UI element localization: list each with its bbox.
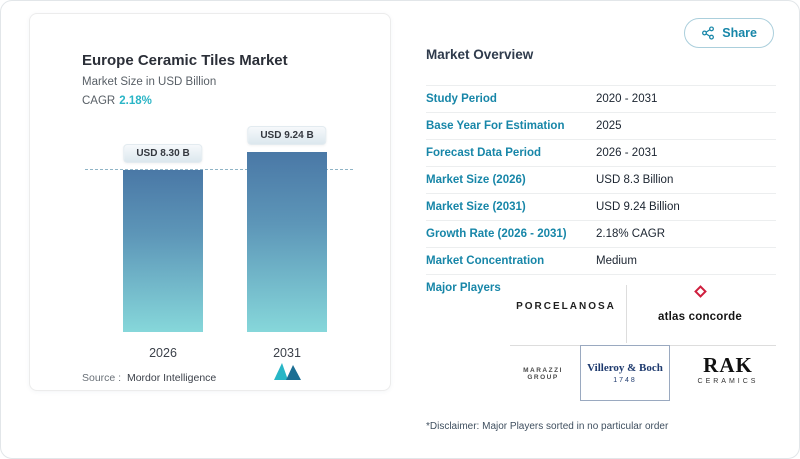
cagr-value: 2.18%	[119, 95, 152, 107]
bar-chart-plot: USD 8.30 B 2026 USD 9.24 B 2031	[75, 114, 365, 360]
rak-sub-name: CERAMICS	[697, 378, 759, 385]
rak-name: RAK	[703, 353, 753, 377]
row-label: Market Size (2026)	[426, 174, 526, 186]
source-label: Source :	[82, 372, 122, 384]
atlas-concorde-diamond-icon	[693, 285, 707, 298]
market-overview-panel: Market Overview Study Period 2020 - 2031…	[426, 1, 776, 458]
table-row: Forecast Data Period 2026 - 2031	[426, 140, 776, 167]
row-value: Medium	[596, 255, 637, 267]
porcelanosa-logo: PORCELANOSA	[516, 301, 616, 312]
row-value: USD 8.3 Billion	[596, 174, 674, 186]
row-value: 2026 - 2031	[596, 147, 658, 159]
villeroy-boch-logo: Villeroy & Boch 1748	[580, 345, 670, 401]
row-value: 2020 - 2031	[596, 93, 658, 105]
row-value: USD 9.24 Billion	[596, 201, 680, 213]
rak-ceramics-logo: RAK CERAMICS	[680, 353, 776, 386]
atlas-concorde-logo: atlas concorde	[630, 285, 770, 325]
marazzi-group-logo: MARAZZI GROUP	[523, 367, 563, 381]
share-label: Share	[722, 26, 757, 40]
bar-value-label-2026: USD 8.30 B	[123, 144, 203, 164]
villeroy-boch-year: 1748	[613, 377, 637, 384]
villeroy-boch-name: Villeroy & Boch	[587, 362, 663, 374]
overview-table: Study Period 2020 - 2031 Base Year For E…	[426, 85, 776, 275]
row-label: Study Period	[426, 93, 497, 105]
bar-2031	[247, 151, 327, 332]
chart-cagr: CAGR 2.18%	[82, 95, 152, 107]
table-row: Market Concentration Medium	[426, 248, 776, 275]
row-value: 2.18% CAGR	[596, 228, 666, 240]
row-label: Market Size (2031)	[426, 201, 526, 213]
major-players-logos: PORCELANOSA atlas concorde MARAZZI GROUP…	[508, 279, 776, 411]
share-icon	[702, 26, 715, 40]
x-axis-label-2026: 2026	[149, 346, 177, 360]
chart-subtitle: Market Size in USD Billion	[82, 76, 217, 88]
source-line: Source : Mordor Intelligence	[82, 372, 216, 384]
x-axis-label-2031: 2031	[273, 346, 301, 360]
table-row: Growth Rate (2026 - 2031) 2.18% CAGR	[426, 221, 776, 248]
major-players-label: Major Players	[426, 282, 501, 294]
cagr-label: CAGR	[82, 95, 116, 107]
chart-title: Europe Ceramic Tiles Market	[82, 52, 288, 69]
table-row: Market Size (2031) USD 9.24 Billion	[426, 194, 776, 221]
table-row: Market Size (2026) USD 8.3 Billion	[426, 167, 776, 194]
row-label: Growth Rate (2026 - 2031)	[426, 228, 567, 240]
share-button[interactable]: Share	[684, 18, 774, 48]
atlas-concorde-name: atlas concorde	[658, 311, 742, 323]
dashed-reference-line	[85, 169, 353, 171]
disclaimer-text: *Disclaimer: Major Players sorted in no …	[426, 421, 669, 432]
chart-card: Europe Ceramic Tiles Market Market Size …	[29, 13, 391, 391]
row-value: 2025	[596, 120, 622, 132]
source-value: Mordor Intelligence	[126, 372, 217, 384]
overview-title: Market Overview	[426, 47, 534, 62]
row-label: Forecast Data Period	[426, 147, 542, 159]
table-row: Base Year For Estimation 2025	[426, 113, 776, 140]
table-row: Study Period 2020 - 2031	[426, 86, 776, 113]
row-label: Base Year For Estimation	[426, 120, 565, 132]
bar-value-label-2031: USD 9.24 B	[247, 125, 327, 145]
bar-2026	[123, 170, 203, 332]
row-label: Market Concentration	[426, 255, 545, 267]
logo-divider-vertical	[626, 285, 627, 343]
mordor-intelligence-logo	[274, 363, 302, 385]
